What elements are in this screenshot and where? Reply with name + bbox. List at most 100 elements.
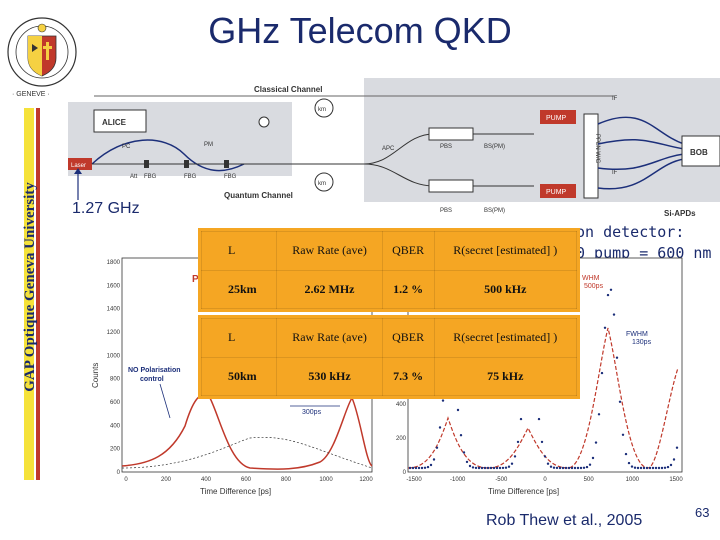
km-label-top: km bbox=[318, 107, 326, 113]
ppln-label: PPLN W/G bbox=[594, 134, 600, 164]
right-data-point bbox=[642, 466, 646, 470]
right-data-point bbox=[408, 466, 412, 470]
right-data-point bbox=[675, 446, 679, 449]
right-data-point bbox=[495, 466, 499, 470]
pump-top bbox=[540, 110, 576, 124]
clock-rate-label: 1.27 GHz bbox=[72, 200, 140, 217]
classical-channel-label: Classical Channel bbox=[254, 85, 322, 94]
width-label: 300ps bbox=[302, 409, 322, 416]
bob-label: BOB bbox=[690, 148, 708, 157]
results-table-25km: L Raw Rate (ave) QBER R(secret [estimate… bbox=[198, 228, 580, 312]
right-data-point bbox=[573, 466, 577, 470]
right-data-point bbox=[585, 465, 589, 469]
header-length: L bbox=[200, 231, 278, 271]
right-data-point bbox=[429, 463, 433, 467]
bob-box bbox=[681, 135, 720, 167]
right-data-point bbox=[432, 458, 436, 461]
polarisation-annotation-line-2: control bbox=[140, 376, 164, 383]
right-x-tick-label: -1000 bbox=[450, 477, 466, 483]
if-label-top: IF bbox=[612, 96, 618, 102]
header-secret-rate: R(secret [estimated] ) bbox=[433, 318, 577, 358]
right-data-point bbox=[618, 400, 622, 403]
right-data-point bbox=[582, 466, 586, 469]
att-label: Att bbox=[130, 174, 138, 180]
right-data-point bbox=[651, 466, 655, 470]
laser-label: Laser bbox=[71, 163, 86, 169]
right-data-point bbox=[435, 446, 439, 449]
right-data-point bbox=[465, 460, 469, 464]
right-data-point bbox=[672, 458, 676, 461]
right-data-point bbox=[426, 465, 430, 469]
bspm-label-bottom: BS(PM) bbox=[484, 208, 505, 214]
right-data-point bbox=[486, 466, 490, 470]
right-data-point bbox=[480, 466, 484, 470]
right-y-ticks: 400 200 0 bbox=[396, 402, 407, 476]
quantum-fiber-spool bbox=[314, 172, 334, 192]
left-y-tick-label: 200 bbox=[110, 447, 121, 453]
left-ylabel: Counts bbox=[91, 363, 100, 388]
right-data-point bbox=[627, 461, 631, 465]
right-data-point bbox=[543, 455, 547, 458]
polarisation-annotation-line-1: NO Polarisation bbox=[128, 367, 181, 374]
side-bar-red bbox=[36, 108, 40, 480]
right-data-point bbox=[477, 466, 481, 470]
pump-label-bottom: PUMP bbox=[546, 189, 567, 196]
right-data-point bbox=[414, 466, 418, 470]
alice-detector-icon bbox=[258, 116, 270, 128]
right-data-point bbox=[639, 466, 643, 470]
detector-note-line-1: on detector: bbox=[576, 223, 685, 241]
results-table-50km: L Raw Rate (ave) QBER R(secret [estimate… bbox=[198, 315, 580, 399]
page-number: 63 bbox=[695, 505, 710, 520]
right-data-point bbox=[456, 408, 460, 412]
right-data-point bbox=[663, 466, 667, 469]
bob-module bbox=[364, 78, 720, 202]
right-dashed-curve bbox=[407, 327, 679, 469]
right-data-point bbox=[630, 465, 634, 468]
header-secret-rate: R(secret [estimated] ) bbox=[433, 231, 577, 271]
bob-fibers bbox=[597, 116, 685, 190]
right-y-tick-label: 0 bbox=[403, 470, 407, 476]
right-data-point bbox=[552, 466, 556, 469]
right-data-point bbox=[660, 466, 664, 470]
si-apds-label: Si-APDs bbox=[664, 209, 696, 218]
right-data-point bbox=[576, 466, 580, 470]
detector-note: on detector: 0 pump = 600 nm bbox=[576, 222, 711, 264]
right-data-point bbox=[633, 466, 637, 469]
right-data-point bbox=[504, 466, 508, 469]
right-data-point bbox=[555, 466, 559, 470]
value-qber: 7.3 % bbox=[381, 356, 435, 396]
right-data-point bbox=[441, 399, 445, 402]
right-y-tick-label: 200 bbox=[396, 436, 407, 442]
pbs-top bbox=[428, 127, 474, 141]
fwhm-top-value: 500ps bbox=[584, 283, 604, 290]
right-data-point bbox=[516, 440, 520, 444]
right-x-tick-label: 500 bbox=[584, 477, 595, 483]
right-data-point bbox=[498, 466, 502, 470]
right-data-point bbox=[570, 466, 574, 470]
fwhm-bottom-label: FWHM bbox=[626, 331, 648, 338]
annotation-arrow bbox=[159, 383, 171, 419]
laser-box bbox=[68, 158, 92, 170]
right-data-point bbox=[489, 466, 493, 470]
right-data-point bbox=[657, 466, 661, 470]
left-y-tick-label: 600 bbox=[110, 400, 121, 406]
left-x-tick-label: 600 bbox=[241, 477, 252, 483]
right-data-point bbox=[564, 466, 568, 470]
right-data-point bbox=[648, 466, 652, 470]
side-bar-yellow bbox=[24, 108, 34, 480]
right-data-point bbox=[519, 417, 523, 421]
km-label-bottom: km bbox=[318, 181, 326, 187]
right-data-point bbox=[624, 452, 628, 456]
left-y-tick-label: 1400 bbox=[107, 307, 121, 313]
left-x-ticks: 0 200 400 600 800 1000 1200 bbox=[124, 477, 373, 483]
pbs-label-top: PBS bbox=[440, 144, 452, 150]
left-y-tick-label: 0 bbox=[117, 470, 121, 476]
pm-label: PM bbox=[204, 142, 213, 148]
header-qber: QBER bbox=[381, 231, 435, 271]
alice-box bbox=[93, 109, 147, 133]
pump-bottom bbox=[540, 184, 576, 198]
right-data-point bbox=[561, 466, 565, 470]
table-header-row: L Raw Rate (ave) QBER R(secret [estimate… bbox=[200, 231, 577, 271]
left-y-tick-label: 1000 bbox=[107, 353, 121, 359]
right-data-point bbox=[612, 313, 616, 316]
